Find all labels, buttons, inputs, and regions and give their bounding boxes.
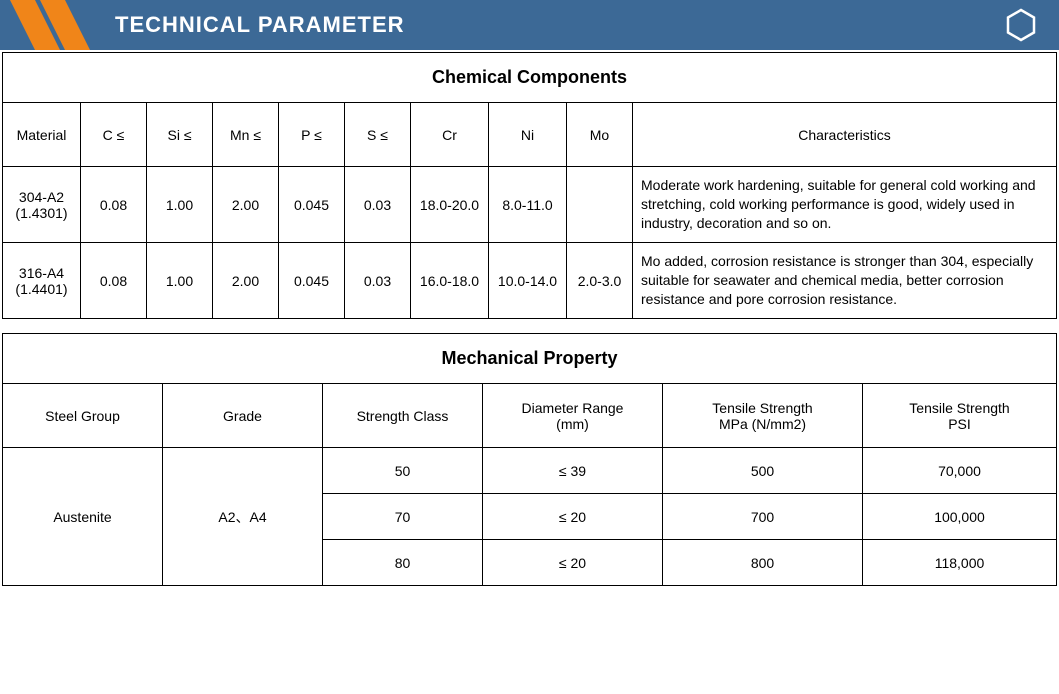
col-char: Characteristics xyxy=(633,103,1057,167)
table-title-row: Mechanical Property xyxy=(3,334,1057,384)
cell-char: Moderate work hardening, suitable for ge… xyxy=(633,167,1057,243)
mech-header-row: Steel Group Grade Strength Class Diamete… xyxy=(3,384,1057,448)
cell-psi: 70,000 xyxy=(863,448,1057,494)
col-p: P ≤ xyxy=(279,103,345,167)
cell-material: 304-A2 (1.4301) xyxy=(3,167,81,243)
cell-mo: 2.0-3.0 xyxy=(567,243,633,319)
cell-steel-group: Austenite xyxy=(3,448,163,586)
mat-l2: (1.4401) xyxy=(15,281,67,297)
cell-mo xyxy=(567,167,633,243)
cell-mn: 2.00 xyxy=(213,243,279,319)
cell-c: 0.08 xyxy=(81,167,147,243)
col-cr: Cr xyxy=(411,103,489,167)
cell-s: 0.03 xyxy=(345,167,411,243)
cell-c: 0.08 xyxy=(81,243,147,319)
col-mn: Mn ≤ xyxy=(213,103,279,167)
cell-mn: 2.00 xyxy=(213,167,279,243)
cell-si: 1.00 xyxy=(147,167,213,243)
cell-sc: 70 xyxy=(323,494,483,540)
chem-title: Chemical Components xyxy=(3,53,1057,103)
stripe-decoration xyxy=(0,0,120,50)
col-tensile-mpa: Tensile StrengthMPa (N/mm2) xyxy=(663,384,863,448)
mat-l1: 316-A4 xyxy=(19,265,64,281)
chemical-components-table: Chemical Components Material C ≤ Si ≤ Mn… xyxy=(2,52,1057,319)
col-diameter-range: Diameter Range(mm) xyxy=(483,384,663,448)
col-diameter-range-text: Diameter Range(mm) xyxy=(522,400,624,432)
cell-mpa: 700 xyxy=(663,494,863,540)
table-title-row: Chemical Components xyxy=(3,53,1057,103)
cell-sc: 80 xyxy=(323,540,483,586)
cell-ni: 10.0-14.0 xyxy=(489,243,567,319)
cell-grade: A2、A4 xyxy=(163,448,323,586)
cell-mpa: 500 xyxy=(663,448,863,494)
header-bar: TECHNICAL PARAMETER xyxy=(0,0,1059,50)
col-si: Si ≤ xyxy=(147,103,213,167)
col-grade: Grade xyxy=(163,384,323,448)
chem-header-row: Material C ≤ Si ≤ Mn ≤ P ≤ S ≤ Cr Ni Mo … xyxy=(3,103,1057,167)
col-mo: Mo xyxy=(567,103,633,167)
cell-si: 1.00 xyxy=(147,243,213,319)
cell-sc: 50 xyxy=(323,448,483,494)
cell-p: 0.045 xyxy=(279,167,345,243)
cell-cr: 18.0-20.0 xyxy=(411,167,489,243)
cell-p: 0.045 xyxy=(279,243,345,319)
col-tensile-mpa-text: Tensile StrengthMPa (N/mm2) xyxy=(712,400,812,432)
cell-s: 0.03 xyxy=(345,243,411,319)
hexagon-icon xyxy=(1003,7,1039,43)
table-row: 304-A2 (1.4301) 0.08 1.00 2.00 0.045 0.0… xyxy=(3,167,1057,243)
col-ni: Ni xyxy=(489,103,567,167)
table-row: 316-A4 (1.4401) 0.08 1.00 2.00 0.045 0.0… xyxy=(3,243,1057,319)
col-tensile-psi: Tensile StrengthPSI xyxy=(863,384,1057,448)
cell-dr: ≤ 39 xyxy=(483,448,663,494)
mech-title: Mechanical Property xyxy=(3,334,1057,384)
mat-l2: (1.4301) xyxy=(15,205,67,221)
col-s: S ≤ xyxy=(345,103,411,167)
mat-l1: 304-A2 xyxy=(19,189,64,205)
table-row: Austenite A2、A4 50 ≤ 39 500 70,000 xyxy=(3,448,1057,494)
col-tensile-psi-text: Tensile StrengthPSI xyxy=(909,400,1009,432)
col-c: C ≤ xyxy=(81,103,147,167)
col-steel-group: Steel Group xyxy=(3,384,163,448)
cell-cr: 16.0-18.0 xyxy=(411,243,489,319)
cell-mpa: 800 xyxy=(663,540,863,586)
cell-ni: 8.0-11.0 xyxy=(489,167,567,243)
cell-material: 316-A4 (1.4401) xyxy=(3,243,81,319)
cell-psi: 118,000 xyxy=(863,540,1057,586)
cell-char: Mo added, corrosion resistance is strong… xyxy=(633,243,1057,319)
col-material: Material xyxy=(3,103,81,167)
col-strength-class: Strength Class xyxy=(323,384,483,448)
cell-dr: ≤ 20 xyxy=(483,494,663,540)
cell-psi: 100,000 xyxy=(863,494,1057,540)
cell-dr: ≤ 20 xyxy=(483,540,663,586)
mechanical-property-table: Mechanical Property Steel Group Grade St… xyxy=(2,333,1057,586)
page-title: TECHNICAL PARAMETER xyxy=(115,12,405,38)
